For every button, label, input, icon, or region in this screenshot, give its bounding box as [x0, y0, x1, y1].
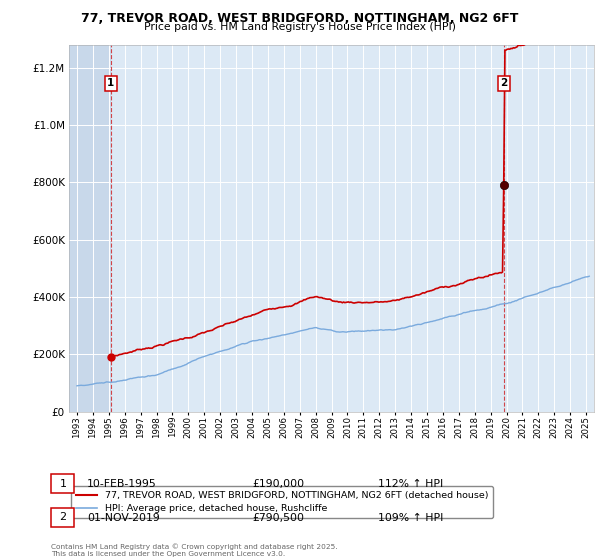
Text: 77, TREVOR ROAD, WEST BRIDGFORD, NOTTINGHAM, NG2 6FT: 77, TREVOR ROAD, WEST BRIDGFORD, NOTTING… — [82, 12, 518, 25]
Text: 01-NOV-2019: 01-NOV-2019 — [87, 513, 160, 523]
FancyBboxPatch shape — [51, 508, 74, 527]
Text: Price paid vs. HM Land Registry's House Price Index (HPI): Price paid vs. HM Land Registry's House … — [144, 22, 456, 32]
Text: 2: 2 — [500, 78, 508, 88]
Text: 10-FEB-1995: 10-FEB-1995 — [87, 479, 157, 489]
Bar — [69, 45, 110, 412]
Text: £190,000: £190,000 — [252, 479, 304, 489]
FancyBboxPatch shape — [51, 474, 74, 493]
Text: 1: 1 — [59, 479, 67, 489]
Text: Contains HM Land Registry data © Crown copyright and database right 2025.
This d: Contains HM Land Registry data © Crown c… — [51, 544, 338, 557]
Legend: 77, TREVOR ROAD, WEST BRIDGFORD, NOTTINGHAM, NG2 6FT (detached house), HPI: Aver: 77, TREVOR ROAD, WEST BRIDGFORD, NOTTING… — [71, 486, 493, 518]
Text: 1: 1 — [107, 78, 115, 88]
Text: £790,500: £790,500 — [252, 513, 304, 523]
Text: 109% ↑ HPI: 109% ↑ HPI — [378, 513, 443, 523]
Text: 2: 2 — [59, 512, 67, 522]
Text: 112% ↑ HPI: 112% ↑ HPI — [378, 479, 443, 489]
